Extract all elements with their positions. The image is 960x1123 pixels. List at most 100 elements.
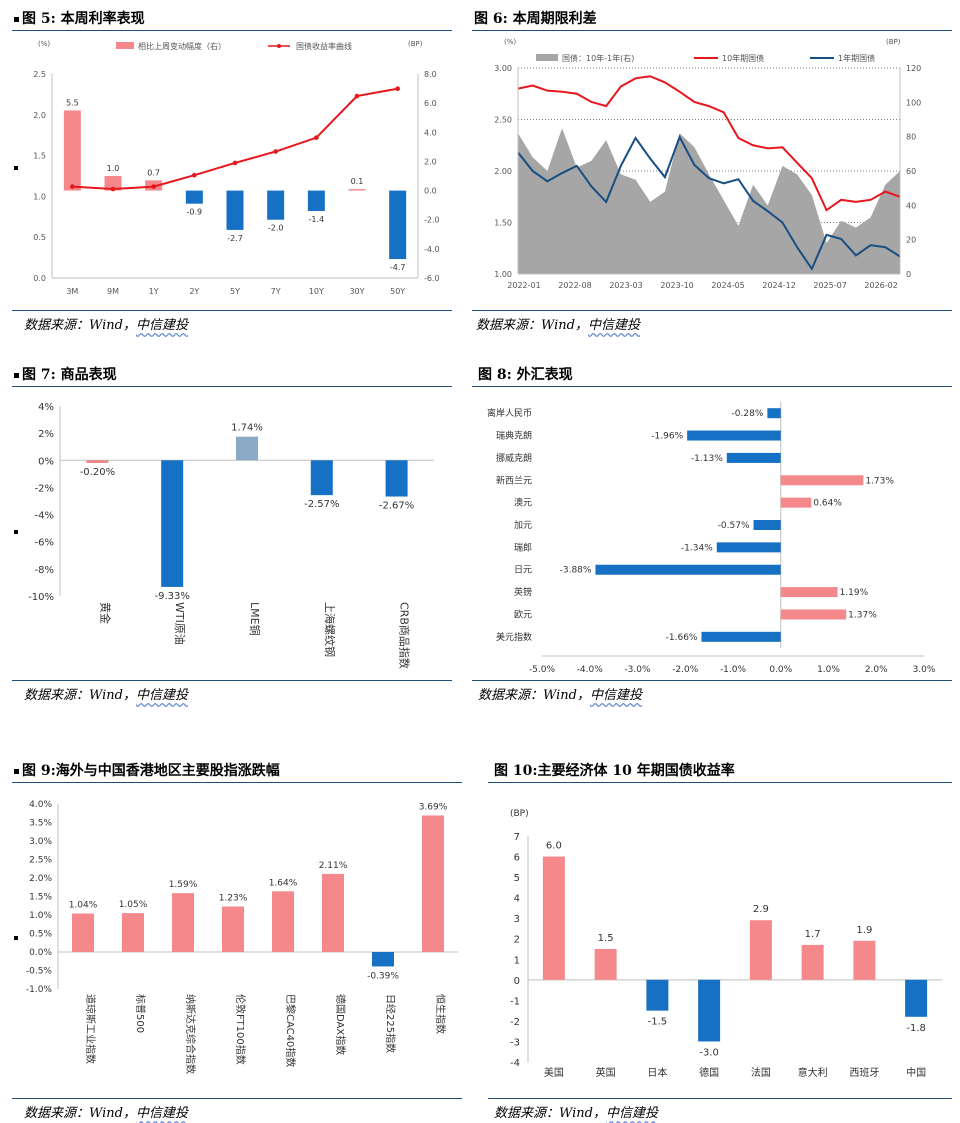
data-label: 1.23% — [219, 893, 248, 903]
data-label: -1.13% — [691, 454, 723, 464]
y-tick-label: -10% — [28, 592, 54, 603]
title-rule — [488, 782, 952, 783]
x-tick-label: 10Y — [309, 287, 324, 296]
x-tick-label: CRB商品指数 — [398, 602, 412, 669]
data-label: 1.73% — [865, 476, 894, 486]
y-tick-label: -0.5% — [26, 967, 53, 977]
data-label: 1.9 — [856, 925, 872, 936]
data-label: -0.39% — [367, 971, 399, 981]
data-label: -1.4 — [309, 215, 325, 224]
bar — [161, 460, 184, 587]
y-tick-label: 2.5% — [29, 856, 52, 866]
bar — [322, 873, 344, 952]
unit-label: (BP) — [510, 809, 529, 819]
bar — [905, 979, 928, 1017]
y-tick-label: 2 — [514, 935, 520, 946]
x-tick-label: 2026-02 — [864, 281, 897, 290]
data-label: -1.96% — [651, 432, 683, 442]
data-label: -9.33% — [155, 591, 190, 602]
x-tick-label: 道琼斯工业指数 — [84, 994, 97, 1064]
y-tick-label: -6% — [35, 538, 54, 549]
x-tick-label: 日经225指数 — [384, 994, 397, 1053]
y-tick-label: 2% — [38, 429, 54, 440]
y-tick-label: 6 — [514, 853, 520, 864]
figure-9-title: 图 9:海外与中国香港地区主要股指涨跌幅 — [14, 760, 280, 780]
figure-5-title: 图 5: 本周利率表现 — [14, 8, 145, 28]
data-label: -2.67% — [379, 501, 414, 512]
y-tick-label: 3.0% — [29, 837, 52, 847]
figure-9-source: 数据来源：Wind，中信建投 — [24, 1106, 189, 1121]
bar — [185, 190, 203, 204]
y-tick-label: -4% — [35, 511, 54, 522]
y-tick-right-label: 6.0 — [424, 99, 437, 108]
x-tick-label: 2025-07 — [813, 281, 846, 290]
bar — [753, 520, 781, 530]
y-tick-label: 4% — [38, 402, 54, 413]
y-tick-right-label: -2.0 — [424, 216, 440, 225]
figure-10-title: 图 10:主要经济体 10 年期国债收益率 — [494, 763, 735, 779]
bar — [172, 893, 194, 952]
y-category-label: 挪威克朗 — [496, 452, 532, 464]
y-tick-label: 3.5% — [29, 819, 52, 829]
bar — [726, 452, 781, 463]
data-label: -3.88% — [560, 566, 592, 576]
bar — [122, 913, 144, 952]
x-tick-label: 5Y — [230, 287, 240, 296]
bar — [389, 190, 407, 260]
x-tick-label: -3.0% — [624, 665, 651, 675]
y-tick-label: 4.0% — [29, 800, 52, 810]
yield-10y-line — [517, 75, 901, 212]
data-label: 3.69% — [419, 802, 448, 812]
x-tick-label: 恒生指数 — [434, 994, 447, 1034]
yield-curve-point — [110, 186, 116, 192]
yield-curve-point — [151, 184, 156, 189]
data-label: -0.28% — [732, 409, 764, 419]
y-tick-label: -2% — [35, 483, 54, 494]
yield-curve-line — [72, 87, 398, 191]
bar — [272, 891, 294, 952]
x-tick-label: 标普500 — [134, 994, 147, 1033]
paragraph-bullet — [14, 530, 18, 534]
bar — [687, 430, 781, 441]
title-rule — [12, 30, 452, 31]
y-tick-label: 1.0% — [29, 911, 52, 921]
legend-label-area: 国债：10年-1年(右) — [562, 53, 634, 63]
data-label: 2.11% — [319, 861, 348, 871]
x-tick-label: 美国 — [544, 1066, 564, 1079]
bar — [780, 587, 838, 598]
data-label: -2.7 — [227, 234, 243, 243]
y-tick-left-label: 1.0 — [33, 192, 46, 201]
data-label: -0.9 — [187, 208, 203, 217]
x-tick-label: 1.0% — [817, 665, 840, 675]
data-label: 1.37% — [848, 610, 877, 620]
title-rule — [12, 782, 462, 783]
data-label: -1.8 — [906, 1023, 926, 1034]
data-label: 1.05% — [119, 900, 148, 910]
bar — [63, 110, 81, 191]
legend-swatch-area — [536, 54, 558, 61]
y-tick-label: -8% — [35, 565, 54, 576]
y-category-label: 瑞典克朗 — [496, 430, 532, 442]
x-tick-label: LME铜 — [248, 602, 262, 636]
source-rule — [12, 680, 452, 681]
x-tick-label: 2.0% — [865, 665, 888, 675]
y-tick-label: 0 — [514, 976, 520, 987]
y-tick-right-label: 8.0 — [424, 70, 437, 79]
bar — [307, 190, 325, 211]
y-category-label: 英镑 — [514, 586, 532, 598]
spread-area — [518, 128, 900, 274]
right-unit-label: (BP) — [886, 38, 901, 46]
data-label: 1.0 — [107, 164, 120, 173]
bar — [780, 497, 812, 508]
y-category-label: 新西兰元 — [496, 474, 532, 486]
title-rule — [472, 30, 952, 31]
x-tick-label: 伦敦FT100指数 — [234, 994, 247, 1065]
y-tick-label: 3 — [514, 914, 520, 925]
data-label: 1.74% — [231, 423, 263, 434]
x-tick-label: -5.0% — [529, 665, 556, 675]
x-tick-label: 2023-10 — [660, 281, 693, 290]
y-tick-label: -2 — [510, 1017, 520, 1028]
x-tick-label: 纳斯达克综合指数 — [184, 994, 197, 1074]
y-tick-right-label: 100 — [906, 98, 921, 107]
x-tick-label: 黄金 — [98, 602, 112, 624]
